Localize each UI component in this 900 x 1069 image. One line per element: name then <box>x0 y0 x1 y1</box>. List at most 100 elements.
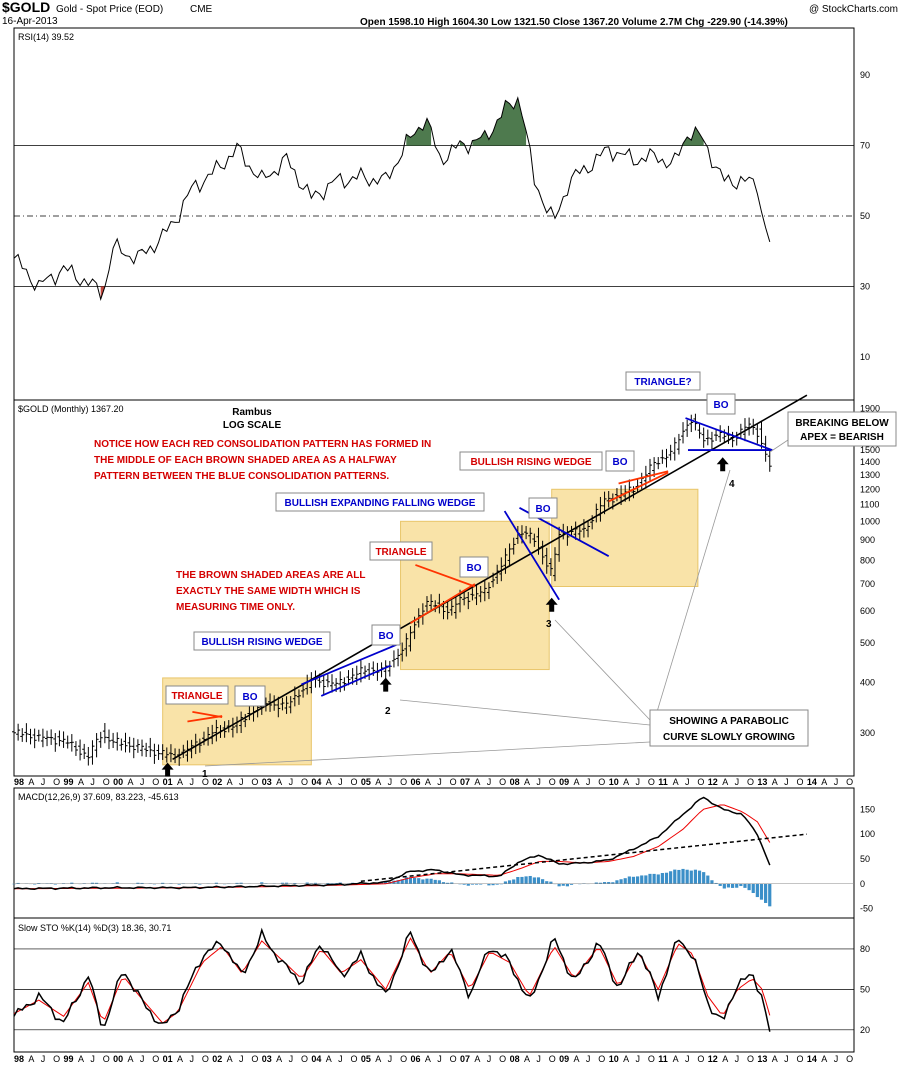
macd-histogram-bar <box>693 869 698 884</box>
macd-histogram-bar <box>549 881 553 884</box>
macd-histogram-bar <box>450 882 454 884</box>
rising-wedge-1-box <box>193 631 331 651</box>
macd-histogram-bar <box>714 882 718 884</box>
x-month-label: O <box>598 1054 605 1064</box>
x-month-label: J <box>388 777 393 787</box>
x-month-label: O <box>202 1054 209 1064</box>
macd-histogram-bar <box>528 875 532 884</box>
x-month-label: A <box>524 1054 530 1064</box>
macd-histogram-bar <box>462 883 466 885</box>
x-year-label-0-08: 08 <box>510 777 520 787</box>
x-month-label: J <box>685 777 690 787</box>
x-month-label: A <box>276 777 282 787</box>
x-month-label: J <box>90 777 95 787</box>
macd-histogram-bar <box>396 880 400 884</box>
x-month-label: A <box>28 777 34 787</box>
falling-wedge-box <box>275 492 485 512</box>
blue-pattern-line-1 <box>320 664 391 697</box>
log-scale-label: LOG SCALE <box>223 420 282 431</box>
macd-histogram-bar <box>677 869 681 884</box>
x-year-label-1-05: 05 <box>361 1054 371 1064</box>
x-month-label: J <box>338 777 343 787</box>
x-month-label: A <box>722 1054 728 1064</box>
macd-histogram-bar <box>607 882 611 884</box>
rsi-overbought-fill-5 <box>683 127 704 146</box>
sto-label: Slow STO %K(14) %D(3) 18.36, 30.71 <box>18 923 171 933</box>
macd-histogram-bar <box>611 882 615 884</box>
x-month-label: O <box>301 777 308 787</box>
sto-layer: 20 50 80 <box>13 927 870 1035</box>
x-axis-layer: 98 A J O 99 A J O 00 A J O 01 A J O 02 A J O 03 A J O 04 A J O 05 A J O… <box>14 777 853 1064</box>
x-month-label: A <box>821 1054 827 1064</box>
macd-histogram-bar <box>598 882 603 884</box>
x-month-label: O <box>499 1054 506 1064</box>
macd-histogram-bar <box>702 872 706 884</box>
macd-histogram-bar <box>739 883 743 887</box>
macd-histogram-bar <box>743 883 747 888</box>
x-month-label: A <box>821 777 827 787</box>
x-month-label: J <box>685 1054 690 1064</box>
macd-histogram-bar <box>491 883 495 886</box>
x-year-label-0-06: 06 <box>410 777 420 787</box>
x-month-label: O <box>400 777 407 787</box>
blue-pattern-line-2 <box>503 510 560 601</box>
sto-panel-frame <box>13 917 855 1053</box>
macd-histogram-bar <box>512 879 516 884</box>
macd-histogram-bar <box>214 882 218 884</box>
breaking-line-2: APEX = BEARISH <box>800 432 884 443</box>
macd-histogram-bar <box>764 883 768 903</box>
x-month-label: O <box>450 777 457 787</box>
x-year-label-0-03: 03 <box>262 777 272 787</box>
macd-histogram-bar <box>640 875 644 884</box>
callout-line-3 <box>204 741 651 767</box>
triangle-1-box <box>165 685 229 705</box>
x-year-label-1-04: 04 <box>311 1054 321 1064</box>
x-year-label-1-14: 14 <box>807 1054 817 1064</box>
macd-histogram-bar <box>446 882 450 884</box>
macd-tick-0: 0 <box>860 879 865 889</box>
x-month-label: A <box>425 777 431 787</box>
red-pattern-line-5 <box>618 470 669 485</box>
macd-histogram-bar <box>412 877 417 884</box>
arrow-3 <box>545 597 558 612</box>
brown-line-3: MEASURING TIME ONLY. <box>176 602 295 613</box>
macd-histogram-bar <box>726 883 731 888</box>
ohlc-readout: Open 1598.10 High 1604.30 Low 1321.50 Cl… <box>360 17 788 28</box>
x-month-label: J <box>487 777 492 787</box>
macd-histogram-bar <box>239 882 243 884</box>
macd-histogram-bar <box>33 883 37 885</box>
macd-histogram-bar <box>470 883 475 885</box>
macd-histogram-bar <box>730 883 735 888</box>
price-tick-1400: 1400 <box>860 457 880 467</box>
macd-histogram-bar <box>384 881 388 884</box>
macd-histogram-bar <box>545 881 549 884</box>
x-month-label: J <box>834 777 839 787</box>
x-year-label-0-14: 14 <box>807 777 817 787</box>
rsi-tick-10: 10 <box>860 352 870 362</box>
macd-tick-50: 50 <box>860 854 870 864</box>
x-month-label: O <box>152 1054 159 1064</box>
triangle-q-box <box>625 371 701 391</box>
rsi-tick-30: 30 <box>860 281 870 291</box>
macd-histogram-bar <box>140 882 144 884</box>
macd-histogram-bar <box>536 877 541 884</box>
macd-histogram-bar <box>487 883 491 886</box>
breaking-box <box>787 411 897 447</box>
red-pattern-line-2 <box>409 583 476 624</box>
price-tick-800: 800 <box>860 556 875 566</box>
arrow-4 <box>716 457 729 472</box>
triangle-2-label: TRIANGLE <box>375 547 426 558</box>
x-year-label-0-10: 10 <box>609 777 619 787</box>
x-month-label: O <box>797 777 804 787</box>
sto-tick-80: 80 <box>860 944 870 954</box>
macd-histogram-bar <box>648 873 652 884</box>
macd-histogram-bar <box>569 883 574 885</box>
macd-histogram-bar <box>198 883 202 885</box>
price-tick-1900: 1900 <box>860 404 880 414</box>
x-year-label-1-11: 11 <box>658 1054 668 1064</box>
bo-2-label: BO <box>379 631 394 642</box>
x-year-label-1-10: 10 <box>609 1054 619 1064</box>
x-month-label: O <box>598 777 605 787</box>
macd-histogram-bar <box>507 880 512 884</box>
bo-6-box <box>706 393 736 415</box>
